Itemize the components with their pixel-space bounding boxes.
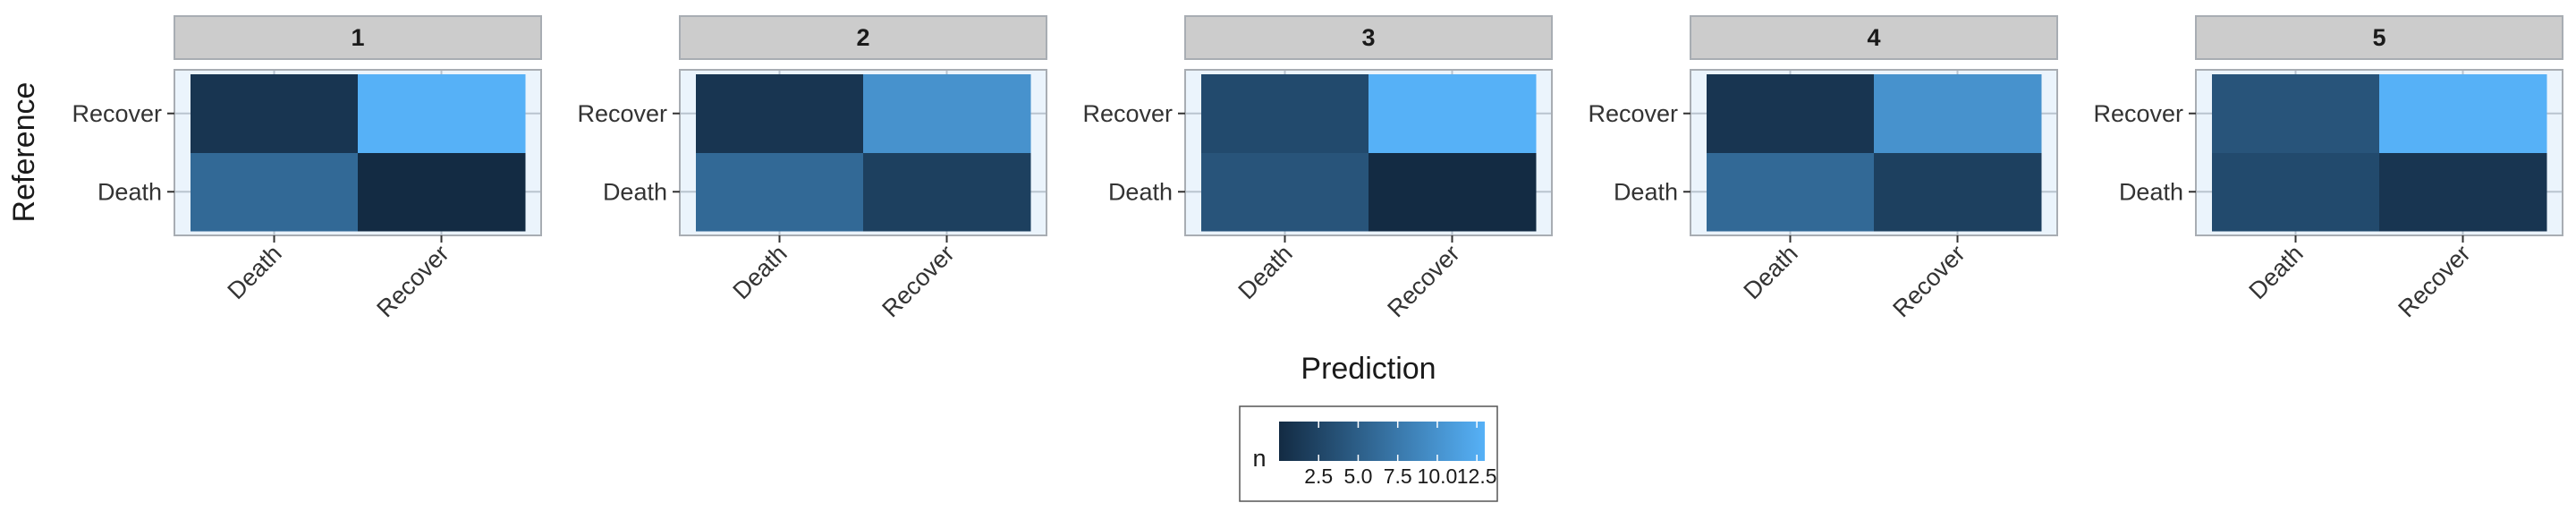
heatmap-tile	[191, 152, 359, 232]
facet-strip-label: 2	[856, 24, 869, 51]
facet-strip-label: 1	[351, 24, 364, 51]
x-axis-title: Prediction	[1301, 352, 1436, 386]
x-tick-label: Death	[2244, 240, 2309, 304]
panel-border	[2195, 69, 2563, 236]
legend-colorbar	[1279, 422, 1485, 461]
x-tick-label: Recover	[877, 240, 959, 322]
x-tick-label: Death	[223, 240, 287, 304]
y-tick-label: Death	[603, 178, 667, 205]
heatmap-tile	[2379, 152, 2547, 232]
facet-strip-label: 5	[2372, 24, 2385, 51]
heatmap-tile	[191, 74, 359, 153]
heatmap-tile	[2212, 74, 2380, 153]
legend-tick-label: 5.0	[1343, 465, 1372, 488]
legend-tick-label: 12.5	[1457, 465, 1497, 488]
heatmap-tile	[1201, 152, 1369, 232]
heatmap-tile	[696, 152, 864, 232]
heatmap-tile	[1201, 74, 1369, 153]
x-tick-label: Recover	[1382, 240, 1464, 322]
heatmap-tile	[1707, 152, 1875, 232]
heatmap-tile	[696, 74, 864, 153]
y-tick-label: Recover	[1588, 100, 1678, 127]
y-tick-label: Recover	[2093, 100, 2183, 127]
y-tick-label: Death	[2119, 178, 2183, 205]
panel-border	[1184, 69, 1553, 236]
heatmap-tile	[358, 74, 526, 153]
y-tick-label: Death	[1108, 178, 1173, 205]
y-tick-label: Recover	[72, 100, 162, 127]
legend-tick-label: 7.5	[1384, 465, 1412, 488]
x-tick-label: Recover	[1887, 240, 1970, 322]
heatmap-tile	[1707, 74, 1875, 153]
legend-tick-label: 10.0	[1418, 465, 1458, 488]
heatmap-tile	[2379, 74, 2547, 153]
heatmap-tile	[1368, 152, 1537, 232]
heatmap-tile	[2212, 152, 2380, 232]
legend-title: n	[1252, 445, 1266, 472]
panel-border	[174, 69, 542, 236]
y-tick-label: Recover	[1082, 100, 1173, 127]
heatmap-tile	[1368, 74, 1537, 153]
heatmap-tile	[1874, 74, 2042, 153]
legend-tick-label: 2.5	[1304, 465, 1333, 488]
panel-border	[679, 69, 1047, 236]
facet-strip	[174, 15, 542, 60]
y-tick-label: Recover	[577, 100, 667, 127]
heatmap-tile	[863, 74, 1031, 153]
heatmap-tile	[863, 152, 1031, 232]
x-tick-label: Death	[1739, 240, 1803, 304]
facet-strip-label: 3	[1361, 24, 1375, 51]
y-axis-title: Reference	[7, 82, 41, 223]
facet-strip	[679, 15, 1047, 60]
x-tick-label: Death	[728, 240, 792, 304]
x-tick-label: Recover	[371, 240, 453, 322]
facet-strip	[1184, 15, 1553, 60]
y-tick-label: Death	[1614, 178, 1678, 205]
y-tick-label: Death	[97, 178, 162, 205]
facet-strip	[2195, 15, 2563, 60]
heatmap-tile	[1874, 152, 2042, 232]
x-tick-label: Recover	[2393, 240, 2475, 322]
facet-strip-label: 4	[1867, 24, 1880, 51]
heatmap-tile	[358, 152, 526, 232]
panel-border	[1690, 69, 2058, 236]
x-tick-label: Death	[1233, 240, 1298, 304]
facet-strip	[1690, 15, 2058, 60]
